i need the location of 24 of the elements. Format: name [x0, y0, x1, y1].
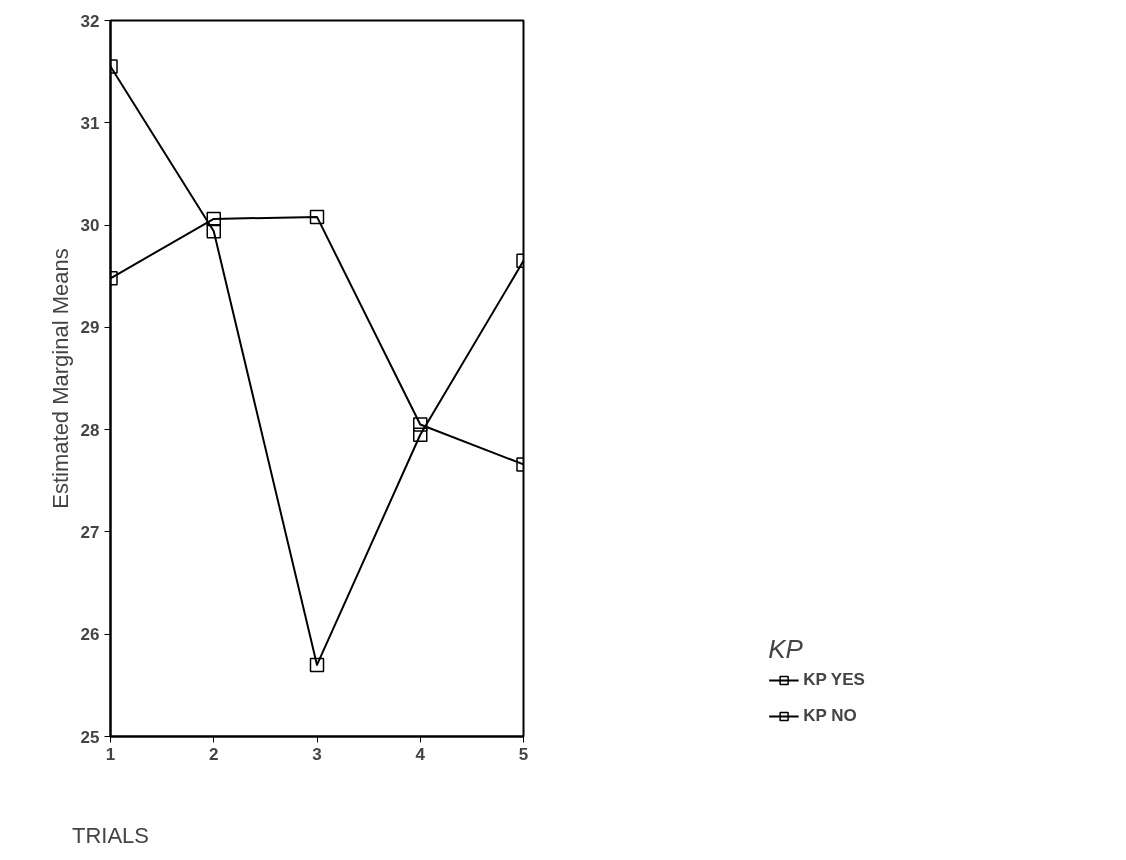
y-axis-title: Estimated Marginal Means — [47, 248, 73, 509]
x-tick-label: 3 — [312, 744, 322, 764]
y-tick-label: 30 — [80, 216, 100, 236]
y-tick-label: 28 — [80, 420, 100, 440]
y-tick-label: 27 — [80, 522, 100, 542]
x-tick-label: 1 — [105, 744, 116, 764]
y-tick-label: 29 — [80, 318, 100, 338]
y-tick-label: 26 — [80, 625, 100, 645]
point — [413, 427, 428, 443]
y-tick-label: 31 — [80, 113, 100, 133]
legend-title: KP — [768, 634, 804, 665]
legend-label: KP NO — [803, 706, 857, 726]
x-axis-title: TRIALS — [71, 822, 150, 848]
y-tick-label: 32 — [80, 11, 100, 31]
x-tick-label: 5 — [518, 744, 529, 764]
point — [206, 211, 221, 227]
point — [309, 209, 325, 225]
legend-label: KP YES — [803, 670, 865, 690]
point — [309, 657, 325, 673]
y-tick-label: 25 — [80, 727, 100, 747]
point — [206, 223, 221, 239]
x-tick-label: 4 — [415, 744, 426, 764]
point — [413, 417, 428, 432]
x-tick-label: 2 — [209, 744, 219, 764]
